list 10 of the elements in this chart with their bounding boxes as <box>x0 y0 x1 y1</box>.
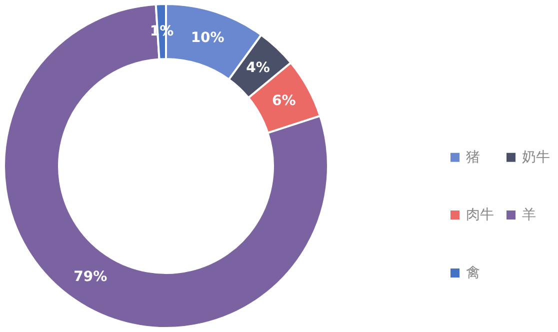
data-label: 6% <box>272 93 296 110</box>
legend-label: 肉牛 <box>466 207 494 223</box>
data-label: 79% <box>74 269 108 286</box>
legend-label: 奶牛 <box>522 149 550 166</box>
data-label: 4% <box>246 60 270 76</box>
legend-label: 禽 <box>466 265 480 281</box>
legend-label: 羊 <box>522 207 536 223</box>
data-label: 10% <box>190 30 224 46</box>
legend-label: 猪 <box>466 149 480 166</box>
donut-slice <box>3 3 329 329</box>
